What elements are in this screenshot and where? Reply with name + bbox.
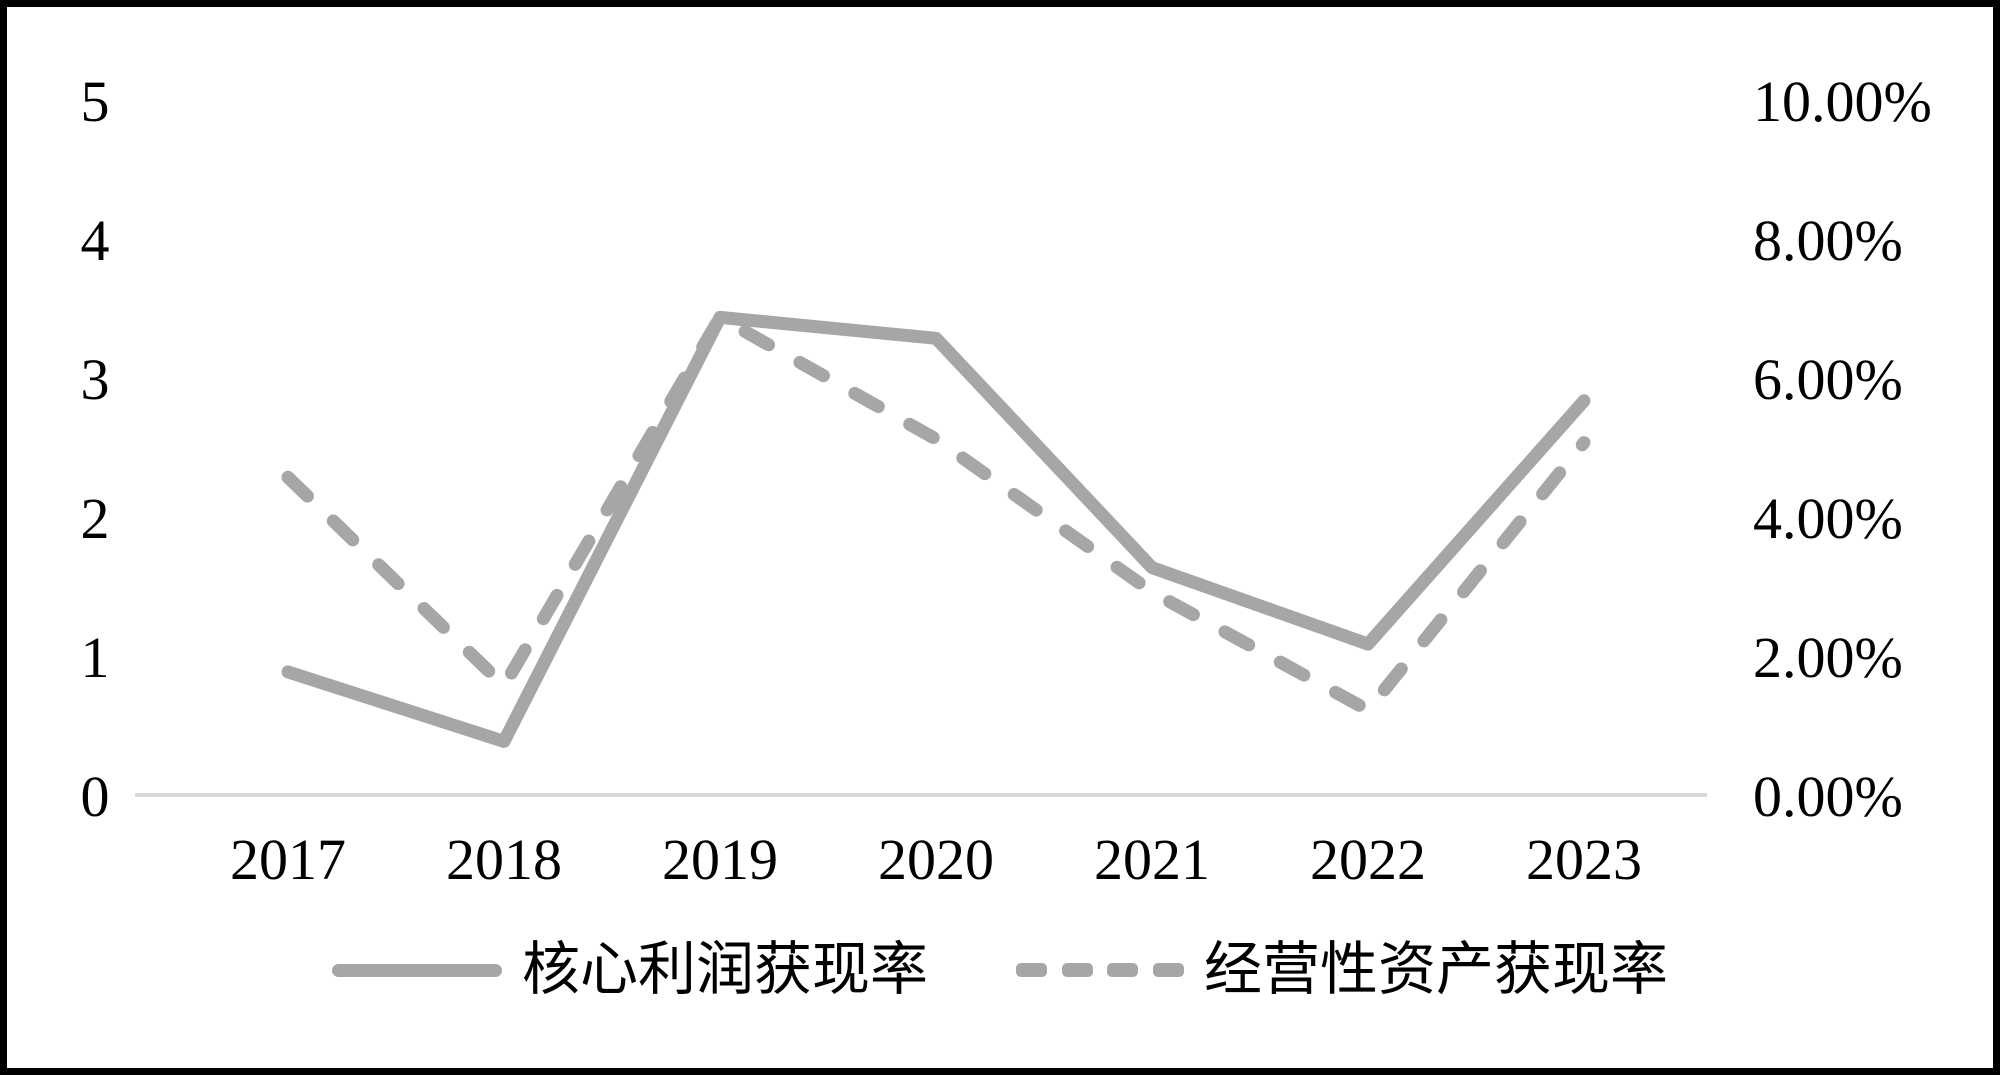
legend-label-core-profit: 核心利润获现率 bbox=[521, 937, 928, 1002]
x-axis-label-2020: 2020 bbox=[878, 827, 994, 892]
operating-asset-line-series bbox=[281, 310, 1591, 717]
solid-line-swatch-icon bbox=[331, 963, 502, 977]
right-axis-tick-5: 10.00% bbox=[1753, 69, 1932, 134]
right-axis-tick-0: 0.00% bbox=[1753, 764, 1903, 829]
right-axis-tick-1: 2.00% bbox=[1753, 625, 1903, 690]
x-axis-label-2021: 2021 bbox=[1094, 827, 1210, 892]
x-axis-label-2023: 2023 bbox=[1526, 827, 1642, 892]
left-axis-tick-1: 1 bbox=[80, 625, 110, 690]
right-axis-tick-4: 8.00% bbox=[1753, 208, 1903, 273]
core-profit-line-series bbox=[281, 310, 1591, 748]
legend: 核心利润获现率 经营性资产获现率 bbox=[7, 935, 1993, 1005]
left-axis-tick-4: 4 bbox=[80, 208, 110, 273]
x-axis-label-2017: 2017 bbox=[230, 827, 346, 892]
left-axis-tick-3: 3 bbox=[80, 347, 110, 412]
left-axis-tick-2: 2 bbox=[80, 486, 110, 551]
left-axis-tick-5: 5 bbox=[80, 69, 110, 134]
x-axis-label-2022: 2022 bbox=[1310, 827, 1426, 892]
dashed-line-swatch-icon bbox=[1016, 963, 1184, 977]
right-axis-tick-2: 4.00% bbox=[1753, 486, 1903, 551]
legend-item-operating-asset: 经营性资产获现率 bbox=[1016, 935, 1668, 1005]
left-axis-tick-0: 0 bbox=[80, 764, 110, 829]
right-axis-tick-3: 6.00% bbox=[1753, 347, 1903, 412]
legend-item-core-profit: 核心利润获现率 bbox=[331, 935, 928, 1005]
x-axis-label-2018: 2018 bbox=[446, 827, 562, 892]
legend-label-operating-asset: 经营性资产获现率 bbox=[1204, 937, 1669, 1002]
x-axis-label-2019: 2019 bbox=[662, 827, 778, 892]
plot-area bbox=[135, 310, 1707, 797]
